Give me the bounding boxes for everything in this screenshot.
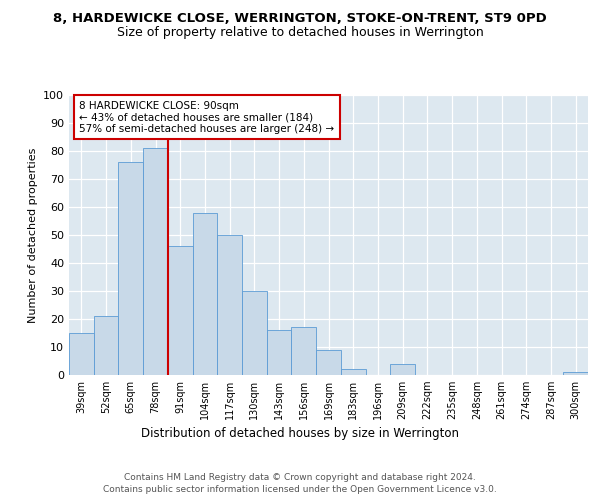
- Bar: [242, 291, 267, 375]
- Bar: [292, 328, 316, 375]
- Bar: [69, 333, 94, 375]
- Y-axis label: Number of detached properties: Number of detached properties: [28, 148, 38, 322]
- Bar: [193, 212, 217, 375]
- Text: Distribution of detached houses by size in Werrington: Distribution of detached houses by size …: [141, 428, 459, 440]
- Bar: [267, 330, 292, 375]
- Bar: [341, 370, 365, 375]
- Text: 8, HARDEWICKE CLOSE, WERRINGTON, STOKE-ON-TRENT, ST9 0PD: 8, HARDEWICKE CLOSE, WERRINGTON, STOKE-O…: [53, 12, 547, 26]
- Bar: [118, 162, 143, 375]
- Text: Contains HM Land Registry data © Crown copyright and database right 2024.
Contai: Contains HM Land Registry data © Crown c…: [103, 472, 497, 494]
- Bar: [168, 246, 193, 375]
- Bar: [217, 235, 242, 375]
- Bar: [94, 316, 118, 375]
- Bar: [143, 148, 168, 375]
- Bar: [316, 350, 341, 375]
- Bar: [563, 372, 588, 375]
- Text: 8 HARDEWICKE CLOSE: 90sqm
← 43% of detached houses are smaller (184)
57% of semi: 8 HARDEWICKE CLOSE: 90sqm ← 43% of detac…: [79, 100, 335, 134]
- Bar: [390, 364, 415, 375]
- Text: Size of property relative to detached houses in Werrington: Size of property relative to detached ho…: [116, 26, 484, 39]
